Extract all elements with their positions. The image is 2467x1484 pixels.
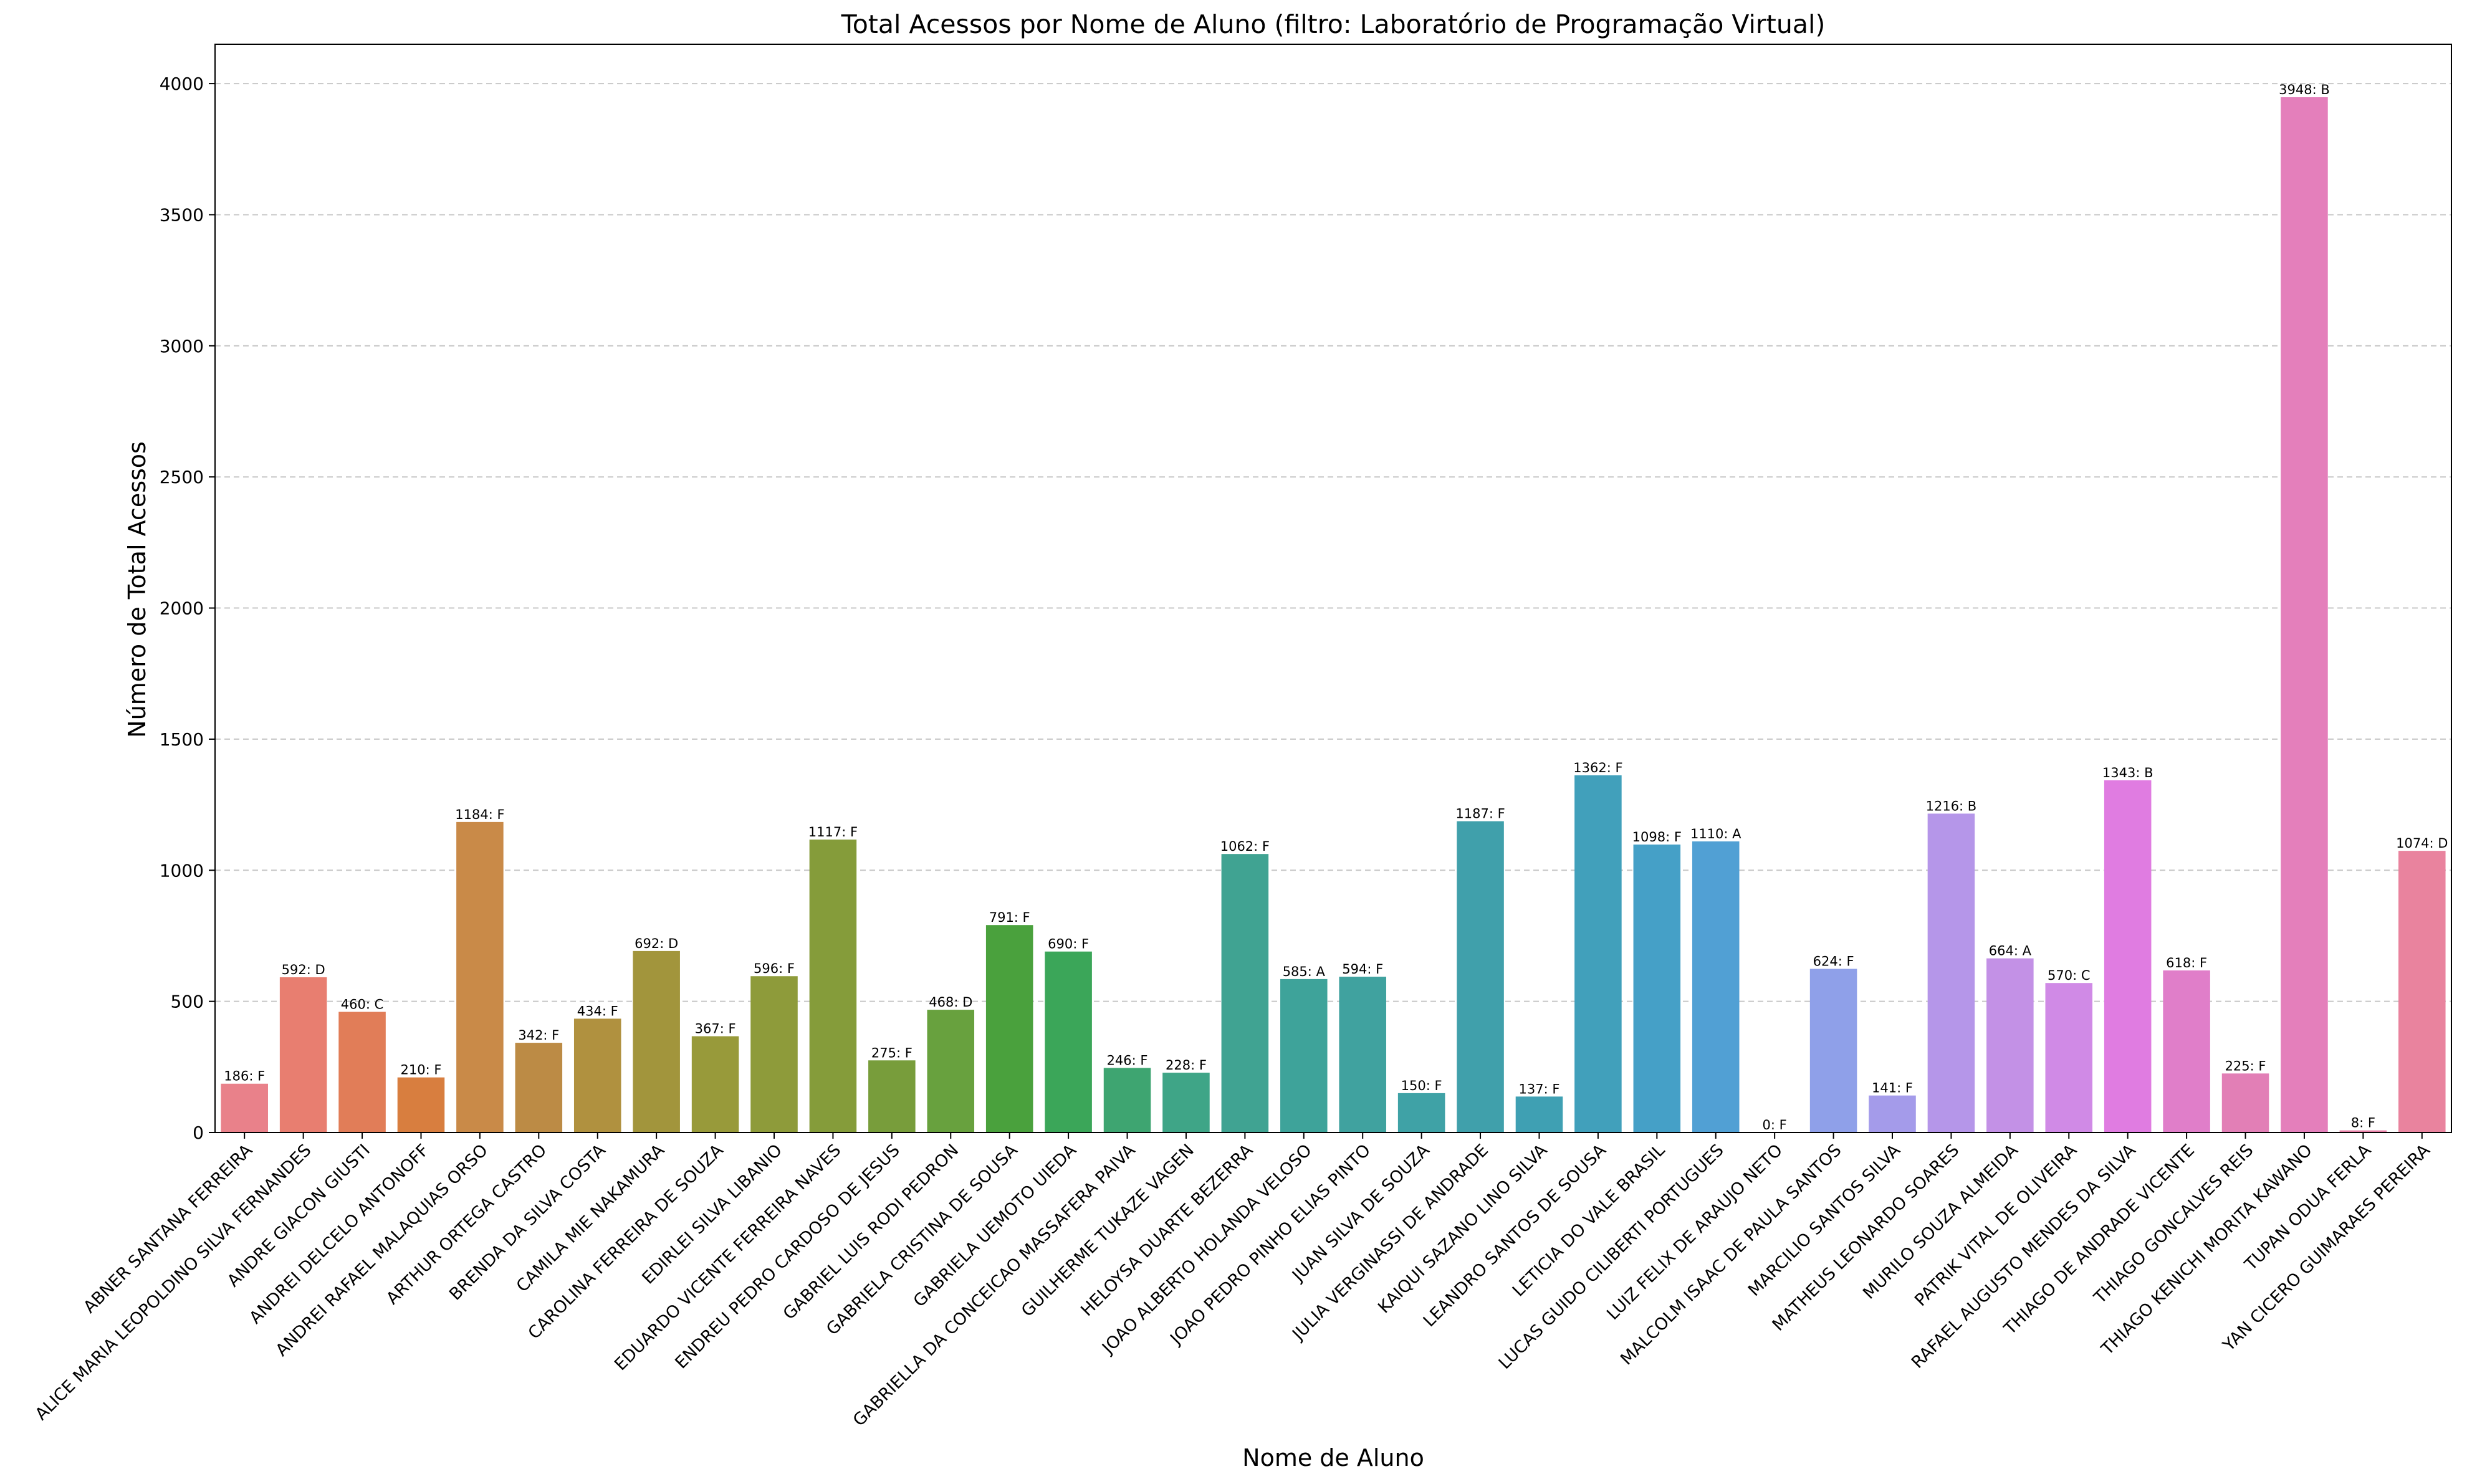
bar	[221, 1083, 268, 1132]
bar	[1103, 1068, 1151, 1132]
bar	[397, 1077, 445, 1132]
bar	[2398, 851, 2446, 1132]
data-label: 210: F	[401, 1063, 442, 1078]
bar	[809, 840, 857, 1132]
data-label: 225: F	[2225, 1058, 2266, 1073]
data-label: 692: D	[635, 936, 678, 951]
y-tick-label: 2000	[160, 598, 204, 619]
bar	[515, 1043, 563, 1132]
y-tick-label: 3500	[160, 204, 204, 225]
bars	[221, 97, 2446, 1132]
y-tick-label: 1000	[160, 860, 204, 881]
bar	[1221, 854, 1269, 1132]
data-label: 664: A	[1989, 944, 2032, 959]
data-label: 624: F	[1813, 954, 1854, 969]
y-tick-label: 3000	[160, 336, 204, 357]
data-label: 186: F	[224, 1069, 265, 1084]
bar	[1574, 775, 1622, 1132]
data-label: 791: F	[989, 910, 1030, 925]
data-label: 1098: F	[1632, 830, 1682, 845]
bar	[1927, 813, 1975, 1132]
data-label: 690: F	[1048, 937, 1089, 952]
bar	[2339, 1130, 2387, 1132]
bar	[2221, 1073, 2269, 1132]
data-label: 141: F	[1872, 1081, 1913, 1096]
bar	[279, 977, 327, 1132]
data-label: 137: F	[1519, 1081, 1560, 1096]
bar	[927, 1010, 975, 1132]
y-tick-label: 4000	[160, 74, 204, 94]
data-label: 570: C	[2048, 968, 2091, 983]
data-label: 342: F	[518, 1028, 559, 1043]
data-label: 228: F	[1166, 1058, 1207, 1073]
data-label: 1216: B	[1926, 798, 1977, 813]
data-label: 468: D	[929, 995, 972, 1010]
data-label: 1062: F	[1220, 839, 1270, 854]
bar	[1986, 958, 2034, 1132]
data-label: 1362: F	[1573, 760, 1622, 775]
chart-title: Total Acessos por Nome de Aluno (filtro:…	[841, 9, 1826, 39]
data-label: 596: F	[754, 961, 795, 976]
bar	[456, 821, 504, 1132]
bar	[1339, 977, 1386, 1132]
data-label: 3948: B	[2279, 82, 2330, 97]
bar	[573, 1018, 621, 1132]
data-label: 1117: F	[808, 825, 858, 840]
bar	[338, 1012, 386, 1132]
data-label: 585: A	[1283, 964, 1326, 979]
plot-frame	[214, 44, 2452, 1133]
data-label: 1184: F	[455, 807, 504, 822]
y-tick-label: 2500	[160, 467, 204, 487]
bar	[2163, 970, 2210, 1132]
data-label: 367: F	[695, 1022, 736, 1036]
bar	[691, 1036, 739, 1132]
bar	[1280, 979, 1328, 1132]
y-axis-label: Número de Total Acessos	[123, 441, 151, 738]
bar	[1633, 845, 1681, 1132]
data-label: 460: C	[341, 997, 384, 1012]
bar	[1692, 841, 1740, 1132]
bar	[1515, 1096, 1563, 1132]
data-label: 150: F	[1401, 1078, 1442, 1093]
data-label: 1187: F	[1455, 807, 1505, 821]
data-label: 246: F	[1107, 1053, 1148, 1068]
bar	[1809, 969, 1857, 1132]
data-label: 1074: D	[2396, 836, 2448, 851]
bar	[868, 1060, 916, 1132]
data-label: 618: F	[2166, 955, 2207, 970]
bar	[1397, 1093, 1445, 1132]
bar	[1457, 821, 1504, 1132]
bar	[1045, 951, 1092, 1132]
data-label: 1343: B	[2102, 765, 2153, 780]
bar	[2045, 983, 2093, 1132]
bar	[2104, 780, 2152, 1132]
data-label: 0: F	[1763, 1118, 1787, 1132]
gridlines	[215, 83, 2451, 1002]
data-label: 594: F	[1342, 962, 1383, 977]
y-tick-label: 500	[171, 992, 204, 1012]
bar	[2281, 97, 2328, 1132]
bar	[985, 925, 1033, 1132]
data-label: 1110: A	[1690, 826, 1741, 841]
bar	[750, 976, 798, 1132]
data-label: 275: F	[871, 1045, 913, 1060]
bar	[1162, 1073, 1210, 1132]
data-label: 592: D	[282, 962, 325, 977]
y-ticks: 0 500 1000 1500 2000 2500 3000 3500 4000	[160, 74, 215, 1143]
y-tick-label: 0	[193, 1123, 204, 1143]
bar	[633, 950, 680, 1132]
data-labels: 186: F 592: D 460: C 210: F 1184: F 342: F 434…	[224, 82, 2448, 1132]
y-tick-label: 1500	[160, 729, 204, 750]
data-label: 434: F	[577, 1003, 618, 1018]
x-axis-label: Nome de Aluno	[1242, 1444, 1424, 1472]
data-label: 8: F	[2351, 1116, 2375, 1131]
bar	[1869, 1095, 1916, 1132]
